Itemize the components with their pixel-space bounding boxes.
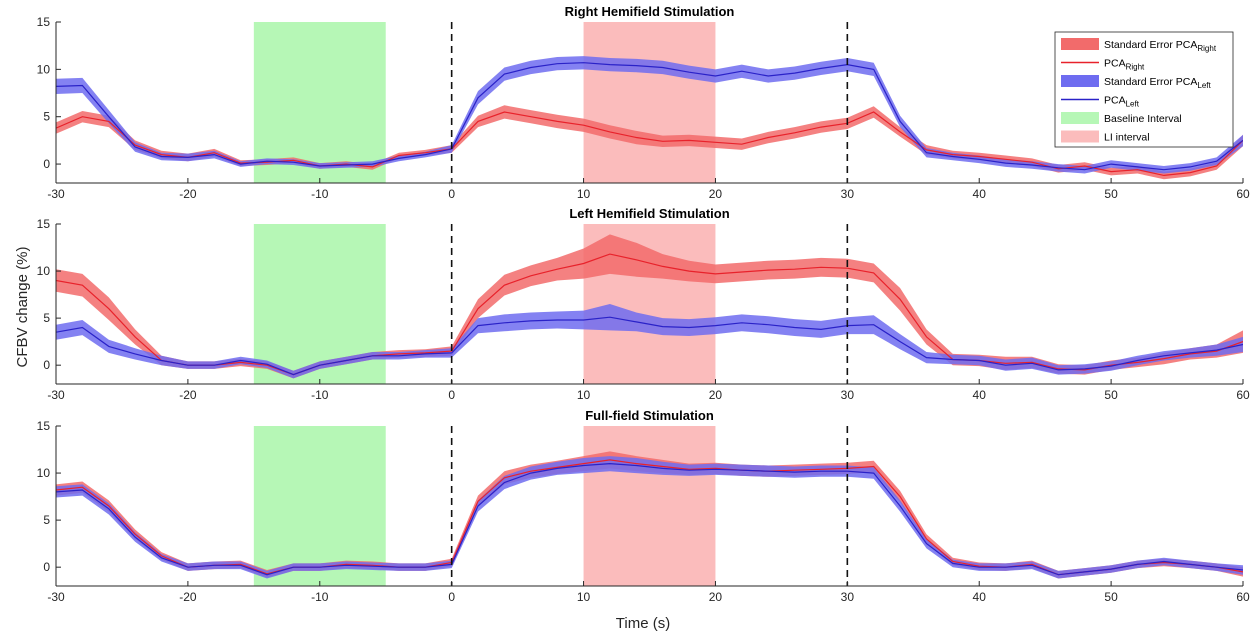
legend-label-se_left: Standard Error PCALeft [1104,76,1211,90]
x-tick-label: 0 [448,388,455,402]
x-tick-label: 20 [709,590,723,604]
y-tick-label: 10 [37,466,51,480]
legend-label-li: LI interval [1104,132,1150,144]
x-tick-label: 0 [448,590,455,604]
legend-label-se_right: Standard Error PCARight [1104,39,1217,53]
x-tick-label: -10 [311,187,329,201]
x-tick-label: -20 [179,187,197,201]
li-interval-region-1 [583,22,716,183]
y-axis-label: CFBV change (%) [14,247,31,368]
panel-2: -30 -20 -10 0 10 20 30 40 50 60 0 5 10 15 Left Hemifie… [37,206,1250,402]
panel-3: -30 -20 -10 0 10 20 30 40 50 60 0 5 10 15 Full-field S… [37,408,1250,604]
y-tick-label: 5 [43,110,50,124]
x-tick-label: 40 [973,590,987,604]
x-tick-label: 0 [448,187,455,201]
x-tick-label: 10 [577,388,591,402]
x-tick-label: 20 [709,187,723,201]
y-tick-label: 15 [37,419,51,433]
x-tick-label: -30 [47,187,65,201]
y-tick-label: 0 [43,358,50,372]
panel-title-3: Full-field Stimulation [585,408,714,423]
y-tick-label: 0 [43,560,50,574]
se-band-right-1 [56,105,1243,180]
legend-swatch-baseline [1061,112,1099,124]
series-line-left-2 [56,316,1243,376]
y-tick-label: 10 [37,62,51,76]
x-tick-label: 60 [1236,187,1250,201]
x-tick-label: 50 [1104,187,1118,201]
x-tick-label: -10 [311,590,329,604]
x-tick-label: 40 [973,388,987,402]
x-tick-label: 20 [709,388,723,402]
panel-1: -30 -20 -10 0 10 20 30 40 50 60 0 5 10 15 Right Hemifi… [37,4,1250,201]
y-tick-label: 5 [43,513,50,527]
panel-title-2: Left Hemifield Stimulation [569,206,729,221]
baseline-interval-region-3 [253,426,386,586]
series-line-left-1 [56,62,1243,171]
x-tick-label: 50 [1104,388,1118,402]
x-tick-label: 10 [577,590,591,604]
x-tick-label: -30 [47,590,65,604]
x-tick-label: 30 [841,388,855,402]
se-band-left-1 [56,56,1243,174]
legend-swatch-se_right [1061,38,1099,50]
x-tick-label: 50 [1104,590,1118,604]
legend: Standard Error PCARightPCARightStandard … [1054,31,1234,148]
y-tick-label: 5 [43,311,50,325]
legend-label-baseline: Baseline Interval [1104,113,1182,125]
x-axis-label: Time (s) [616,615,670,632]
li-interval-region-3 [583,426,716,586]
legend-swatch-li [1061,130,1099,143]
x-tick-label: 30 [841,187,855,201]
x-tick-label: -20 [179,388,197,402]
legend-box [1054,31,1234,148]
series-line-left-3 [56,462,1243,576]
y-tick-label: 0 [43,157,50,171]
baseline-interval-region-1 [253,22,386,183]
y-tick-label: 15 [37,217,51,231]
x-tick-label: -30 [47,388,65,402]
y-tick-label: 15 [37,15,51,29]
x-tick-label: 40 [973,187,987,201]
legend-swatch-se_left [1061,75,1099,87]
x-tick-label: 30 [841,590,855,604]
x-tick-label: 60 [1236,590,1250,604]
x-tick-label: 60 [1236,388,1250,402]
y-tick-label: 10 [37,264,51,278]
x-tick-label: -20 [179,590,197,604]
x-tick-label: 10 [577,187,591,201]
panel-title-1: Right Hemifield Stimulation [565,4,735,19]
series-line-right-2 [56,253,1243,376]
x-tick-label: -10 [311,388,329,402]
